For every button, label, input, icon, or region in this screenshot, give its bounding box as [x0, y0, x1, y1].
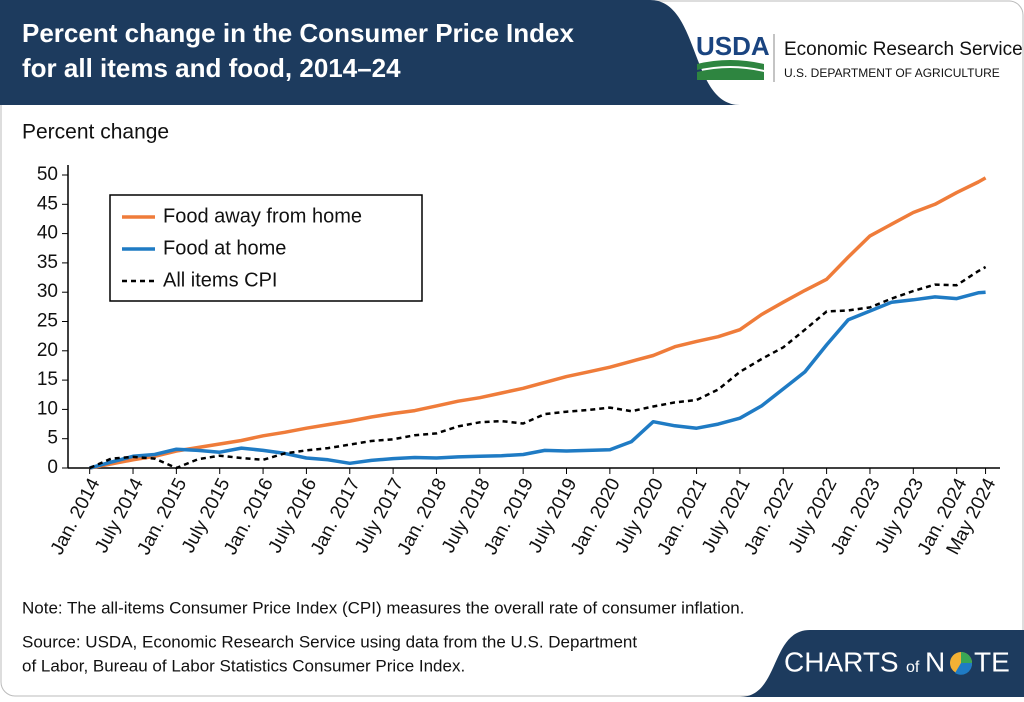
chart-title: Percent change in the Consumer Price Ind…	[22, 18, 574, 48]
brand: N	[925, 646, 945, 677]
logo-waves	[697, 60, 764, 80]
brand: CHARTS	[784, 646, 899, 677]
logo-text: USDA	[696, 31, 770, 61]
y-tick-label: 10	[37, 398, 58, 419]
y-axis-label: Percent change	[22, 121, 169, 144]
y-tick-label: 40	[37, 223, 58, 244]
source: Source: USDA, Economic Research Service …	[22, 632, 637, 651]
y-tick-label: 5	[47, 428, 58, 449]
chart-title: for all items and food, 2014–24	[22, 53, 401, 83]
legend-box	[109, 194, 423, 302]
y-tick-label: 35	[37, 252, 58, 273]
series-line	[89, 176, 987, 470]
source: of Labor, Bureau of Labor Statistics Con…	[22, 656, 465, 675]
y-tick-label: 15	[37, 369, 58, 390]
legend-label: Food at home	[163, 237, 286, 259]
title-banner	[0, 0, 740, 105]
y-tick-label: 20	[37, 340, 58, 361]
series-line	[89, 290, 986, 470]
y-tick-label: 0	[47, 457, 58, 478]
brand-pie	[950, 652, 973, 675]
agency: Economic Research Service	[784, 39, 1023, 60]
series-line	[89, 265, 987, 470]
y-tick-label: 45	[37, 193, 58, 214]
legend-label: Food away from home	[163, 205, 362, 227]
y-tick-label: 25	[37, 311, 58, 332]
brand: of	[906, 659, 920, 676]
brand-banner	[740, 630, 1024, 697]
note: Note: The all-items Consumer Price Index…	[22, 598, 744, 617]
y-tick-label: 30	[37, 281, 58, 302]
department: U.S. DEPARTMENT OF AGRICULTURE	[784, 66, 1000, 80]
brand: TE	[974, 646, 1010, 677]
y-tick-label: 50	[37, 164, 58, 185]
legend-label: All items CPI	[163, 269, 277, 291]
